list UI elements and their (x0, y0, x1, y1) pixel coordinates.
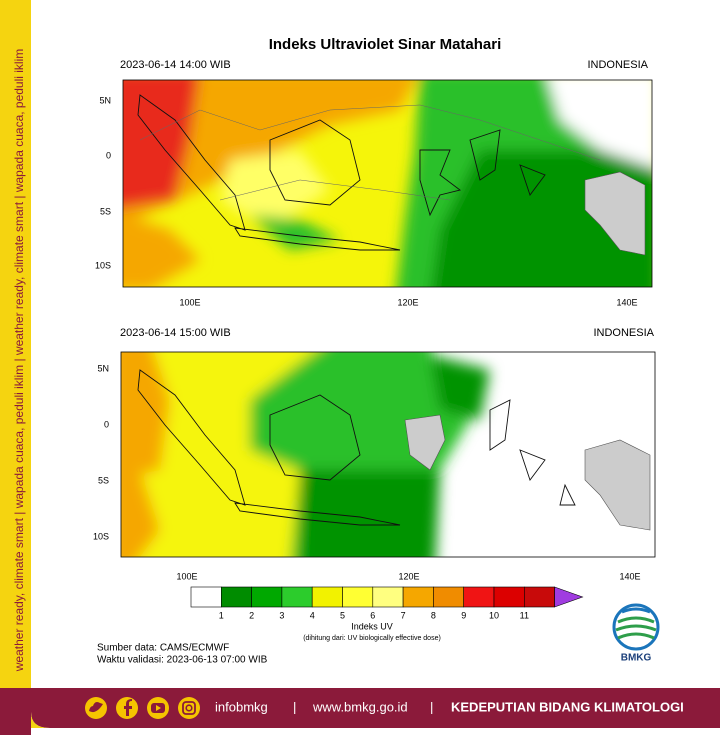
map-frame (120, 351, 656, 558)
colorbar-swatch (311, 586, 343, 608)
lat-label: 0 (106, 150, 111, 160)
social-handle: infobmkg (215, 699, 268, 714)
map-frame (122, 79, 653, 288)
side-strip (0, 0, 31, 735)
colorbar-swatch (493, 586, 525, 608)
colorbar-label: 1 (219, 610, 224, 620)
colorbar-swatch (523, 586, 555, 608)
colorbar-swatch (190, 586, 222, 608)
colorbar-swatch (402, 586, 434, 608)
colorbar-swatch (463, 586, 495, 608)
colorbar-label: 11 (520, 610, 529, 620)
timestamp: 2023-06-14 14:00 WIB (120, 59, 231, 71)
separator: | (430, 699, 433, 714)
lon-label: 100E (176, 571, 197, 581)
lat-label: 5S (100, 206, 111, 216)
region: INDONESIA (593, 327, 654, 339)
colorbar-swatch (251, 586, 283, 608)
lat-label: 5N (99, 95, 111, 105)
colorbar-label: 8 (431, 610, 436, 620)
separator: | (293, 699, 296, 714)
colorbar-swatch (433, 586, 464, 608)
lon-label: 120E (398, 571, 419, 581)
colorbar-label: 9 (461, 610, 466, 620)
region: INDONESIA (587, 59, 648, 71)
colorbar-title: Indeks UV (351, 621, 393, 631)
colorbar-label: 7 (401, 610, 406, 620)
social-icons (85, 697, 200, 719)
lon-label: 140E (619, 571, 640, 581)
uv-map-2 (121, 352, 655, 557)
side-text: weather ready, climate smart | wapada cu… (12, 49, 26, 673)
lat-label: 5S (98, 475, 109, 485)
title: Indeks Ultraviolet Sinar Matahari (269, 36, 502, 53)
department: KEDEPUTIAN BIDANG KLIMATOLOGI (451, 699, 684, 714)
colorbar-label: 6 (370, 610, 375, 620)
banner (0, 688, 720, 735)
bmkg-logo (612, 603, 660, 651)
colorbar-swatch (342, 586, 374, 608)
colorbar-label: 4 (310, 610, 315, 620)
logo-text: BMKG (621, 653, 652, 664)
colorbar-label: 10 (489, 610, 499, 620)
data-source: Sumber data: CAMS/ECMWF (97, 643, 229, 654)
lat-label: 10S (93, 531, 109, 541)
lon-label: 100E (179, 297, 200, 307)
colorbar-label: 3 (279, 610, 284, 620)
lat-label: 10S (95, 260, 111, 270)
colorbar-note: (dihitung dari: UV biologically effectiv… (303, 635, 441, 642)
colorbar-arrow (554, 586, 584, 608)
colorbar-label: 2 (249, 610, 254, 620)
lon-label: 120E (397, 297, 418, 307)
lat-label: 0 (104, 419, 109, 429)
colorbar-swatch (372, 586, 404, 608)
colorbar-swatch (281, 586, 313, 608)
lon-label: 140E (616, 297, 637, 307)
banner-corner (31, 688, 50, 728)
lat-label: 5N (97, 363, 109, 373)
timestamp: 2023-06-14 15:00 WIB (120, 327, 231, 339)
website: www.bmkg.go.id (312, 699, 408, 714)
colorbar-label: 5 (340, 610, 345, 620)
uv-map-1 (123, 80, 652, 287)
valid-time: Waktu validasi: 2023-06-13 07:00 WIB (97, 655, 268, 666)
colorbar-swatch (221, 586, 252, 608)
